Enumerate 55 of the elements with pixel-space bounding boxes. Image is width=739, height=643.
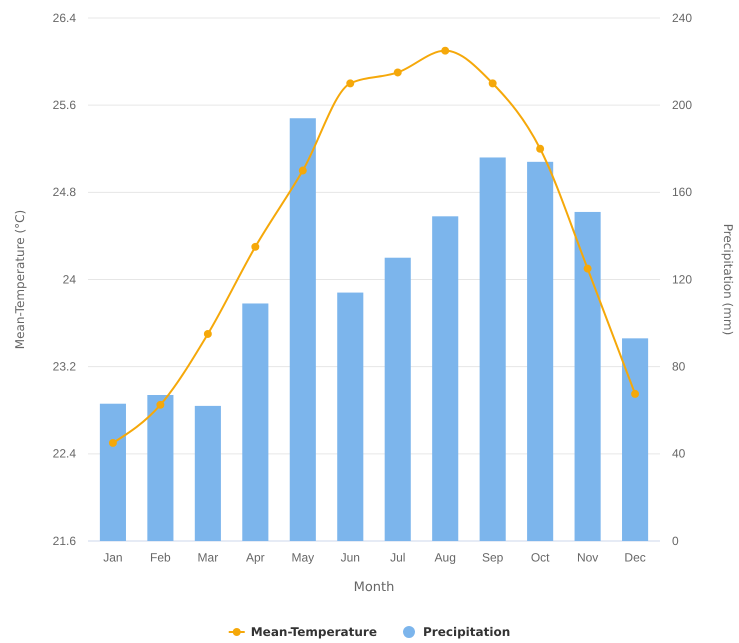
x-tick-label: Aug xyxy=(434,550,456,565)
x-tick-label: May xyxy=(291,550,314,565)
bar xyxy=(574,212,601,541)
bar xyxy=(337,292,364,541)
bar xyxy=(384,258,411,541)
point xyxy=(488,79,497,88)
y2-tick-label: 80 xyxy=(672,360,686,374)
bar xyxy=(480,157,506,541)
y-tick-label: 21.6 xyxy=(52,534,76,548)
y2-tick-label: 0 xyxy=(672,534,679,548)
y2-tick-label: 40 xyxy=(672,446,686,461)
y-tick-label: 22.4 xyxy=(52,446,76,461)
bar xyxy=(527,162,554,541)
point xyxy=(584,264,592,273)
point xyxy=(441,46,450,55)
x-tick-label: Jan xyxy=(103,550,123,565)
point xyxy=(631,390,640,398)
x-tick-label: Sep xyxy=(482,550,504,565)
y2-axis-title: Precipitation (mm) xyxy=(721,224,735,336)
point xyxy=(346,79,354,88)
y-tick-label: 26.4 xyxy=(52,10,76,25)
x-tick-label: Feb xyxy=(150,550,172,565)
x-tick-label: Jun xyxy=(340,550,360,565)
bar xyxy=(194,406,221,541)
bar xyxy=(242,303,268,541)
legend-label: Precipitation xyxy=(423,625,510,640)
bar xyxy=(432,216,458,541)
point xyxy=(156,400,164,409)
y2-tick-label: 160 xyxy=(672,185,692,200)
x-tick-label: Nov xyxy=(576,550,598,565)
bar xyxy=(147,394,174,541)
bar xyxy=(622,338,648,541)
point xyxy=(108,438,117,447)
point xyxy=(394,68,402,76)
bar xyxy=(290,118,316,541)
y2-tick-label: 120 xyxy=(672,272,692,286)
point xyxy=(536,144,544,153)
bar xyxy=(100,404,126,541)
point xyxy=(204,330,212,338)
y-tick-label: 23.2 xyxy=(52,360,76,374)
x-axis-title: Month xyxy=(354,580,394,595)
y2-tick-label: 240 xyxy=(672,10,692,25)
x-tick-label: Dec xyxy=(624,550,646,565)
x-tick-label: Oct xyxy=(530,550,550,565)
x-tick-label: Jul xyxy=(390,550,406,565)
y2-tick-label: 200 xyxy=(672,98,692,112)
x-tick-label: Apr xyxy=(246,550,265,565)
x-tick-label: Mar xyxy=(198,550,218,565)
y-axis-title: Mean-Temperature (°C) xyxy=(13,210,27,350)
point xyxy=(251,242,260,251)
y-tick-label: 24.8 xyxy=(52,185,76,200)
y-tick-label: 24 xyxy=(62,272,76,286)
y-tick-label: 25.6 xyxy=(52,98,76,112)
point xyxy=(298,166,307,175)
legend-label: Mean-Temperature xyxy=(250,625,377,640)
